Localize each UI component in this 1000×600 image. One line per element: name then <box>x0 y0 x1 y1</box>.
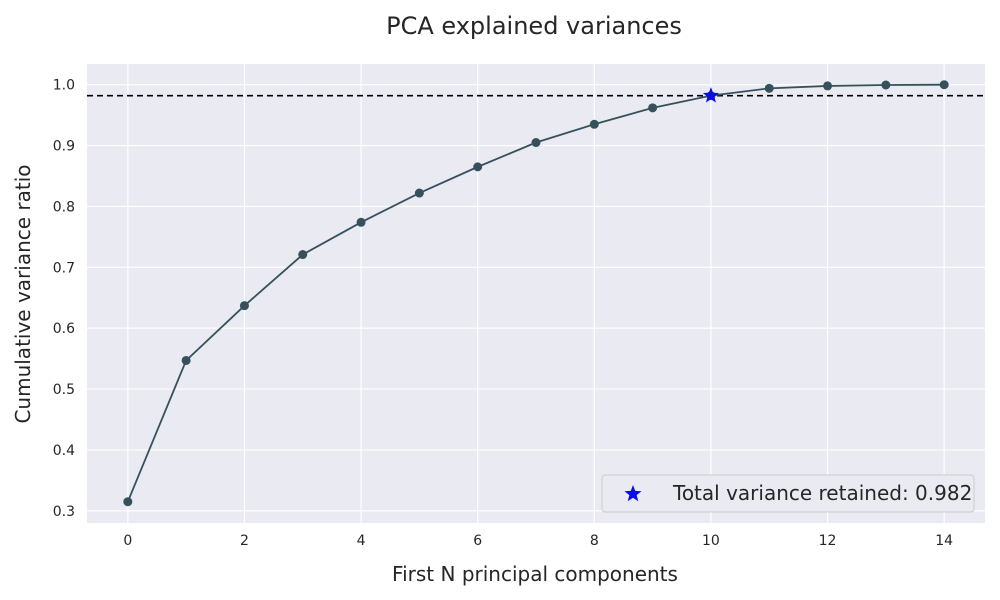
grid <box>87 64 985 523</box>
y-tick-label: 0.9 <box>53 139 75 155</box>
data-point <box>531 138 541 148</box>
y-tick-labels: 0.3 0.4 0.5 0.6 0.7 0.8 0.9 1.0 <box>53 78 75 520</box>
plot-area <box>87 64 985 523</box>
data-point <box>881 80 891 90</box>
x-tick-label: 0 <box>123 533 132 549</box>
data-point <box>123 497 133 507</box>
data-point <box>298 250 308 260</box>
x-tick-label: 8 <box>590 533 599 549</box>
data-point <box>356 217 366 227</box>
data-point <box>239 301 249 311</box>
data-point <box>473 162 483 172</box>
y-tick-label: 1.0 <box>53 78 75 94</box>
y-tick-label: 0.3 <box>53 504 75 520</box>
data-point <box>939 80 949 90</box>
data-points <box>123 80 949 507</box>
y-tick-label: 0.5 <box>53 382 75 398</box>
x-tick-label: 12 <box>819 533 837 549</box>
data-point <box>589 119 599 129</box>
data-point <box>764 83 774 93</box>
x-tick-label: 14 <box>935 533 953 549</box>
x-tick-label: 6 <box>473 533 482 549</box>
x-tick-label: 4 <box>357 533 366 549</box>
data-point <box>181 355 191 365</box>
legend-label: Total variance retained: 0.982 <box>672 481 972 505</box>
chart-title: PCA explained variances <box>386 12 682 40</box>
x-tick-labels: 0 2 4 6 8 10 12 14 <box>123 533 953 549</box>
legend: Total variance retained: 0.982 <box>601 474 975 513</box>
data-point <box>648 103 658 113</box>
x-tick-label: 2 <box>240 533 249 549</box>
y-tick-label: 0.7 <box>53 260 75 276</box>
legend-box <box>601 474 975 513</box>
y-tick-label: 0.4 <box>53 443 75 459</box>
legend-star-icon <box>624 485 642 502</box>
y-axis-label: Cumulative variance ratio <box>11 164 35 423</box>
data-point <box>414 188 424 198</box>
highlight-star <box>702 87 720 103</box>
y-tick-label: 0.8 <box>53 199 75 215</box>
x-axis-label: First N principal components <box>392 562 678 586</box>
data-point <box>823 81 833 91</box>
y-tick-label: 0.6 <box>53 321 75 337</box>
x-tick-label: 10 <box>702 533 720 549</box>
